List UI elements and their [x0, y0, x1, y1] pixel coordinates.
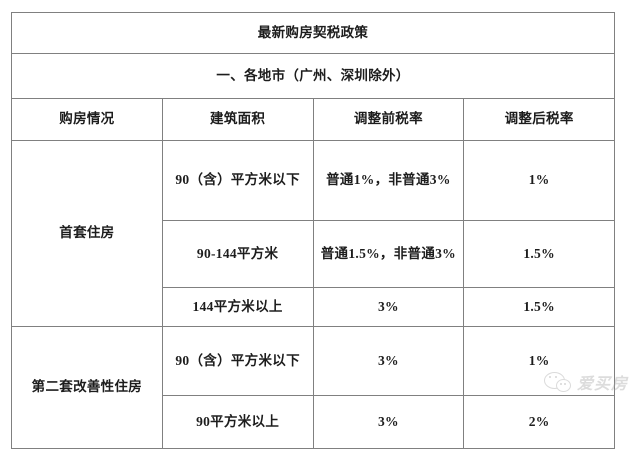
category-cell-second-home: 第二套改善性住房	[11, 326, 163, 449]
column-header-purchase-situation: 购房情况	[11, 98, 163, 141]
column-header-rate-before: 调整前税率	[312, 98, 465, 141]
table-title-row: 最新购房契税政策	[11, 12, 615, 54]
rate-before-cell: 3%	[312, 395, 465, 449]
section-heading: 一、各地市（广州、深圳除外）	[11, 53, 615, 99]
rate-after-cell: 1%	[463, 140, 615, 221]
rate-after-cell: 2%	[463, 395, 615, 449]
column-header-building-area: 建筑面积	[161, 98, 314, 141]
rate-after-cell: 1.5%	[463, 287, 615, 327]
rate-before-cell: 普通1%，非普通3%	[312, 140, 465, 221]
table-row: 90-144平方米 普通1.5%，非普通3% 1.5%	[12, 220, 615, 288]
table-subtitle-row: 一、各地市（广州、深圳除外）	[11, 53, 615, 99]
area-cell: 90平方米以上	[161, 395, 314, 449]
table-row: 144平方米以上 3% 1.5%	[12, 287, 615, 327]
area-cell: 144平方米以上	[161, 287, 314, 327]
area-cell: 90-144平方米	[161, 220, 314, 288]
table-row: 第二套改善性住房 90（含）平方米以下 3% 1%	[11, 326, 615, 449]
area-cell: 90（含）平方米以下	[161, 140, 314, 221]
category-cell-first-home: 首套住房	[11, 140, 163, 327]
rate-after-cell: 1%	[463, 326, 615, 396]
table-header-row: 购房情况 建筑面积 调整前税率 调整后税率	[11, 98, 615, 141]
tax-policy-table: 最新购房契税政策 一、各地市（广州、深圳除外） 购房情况 建筑面积 调整前税率 …	[11, 12, 615, 449]
document-title: 最新购房契税政策	[11, 12, 615, 54]
rate-before-cell: 3%	[312, 287, 465, 327]
area-cell: 90（含）平方米以下	[161, 326, 314, 396]
column-header-rate-after: 调整后税率	[463, 98, 615, 141]
rate-after-cell: 1.5%	[463, 220, 615, 288]
document-root: 最新购房契税政策 一、各地市（广州、深圳除外） 购房情况 建筑面积 调整前税率 …	[11, 12, 627, 449]
rate-before-cell: 普通1.5%，非普通3%	[312, 220, 465, 288]
table-row: 首套住房 90（含）平方米以下 普通1%，非普通3% 1%	[11, 140, 615, 327]
rate-before-cell: 3%	[312, 326, 465, 396]
